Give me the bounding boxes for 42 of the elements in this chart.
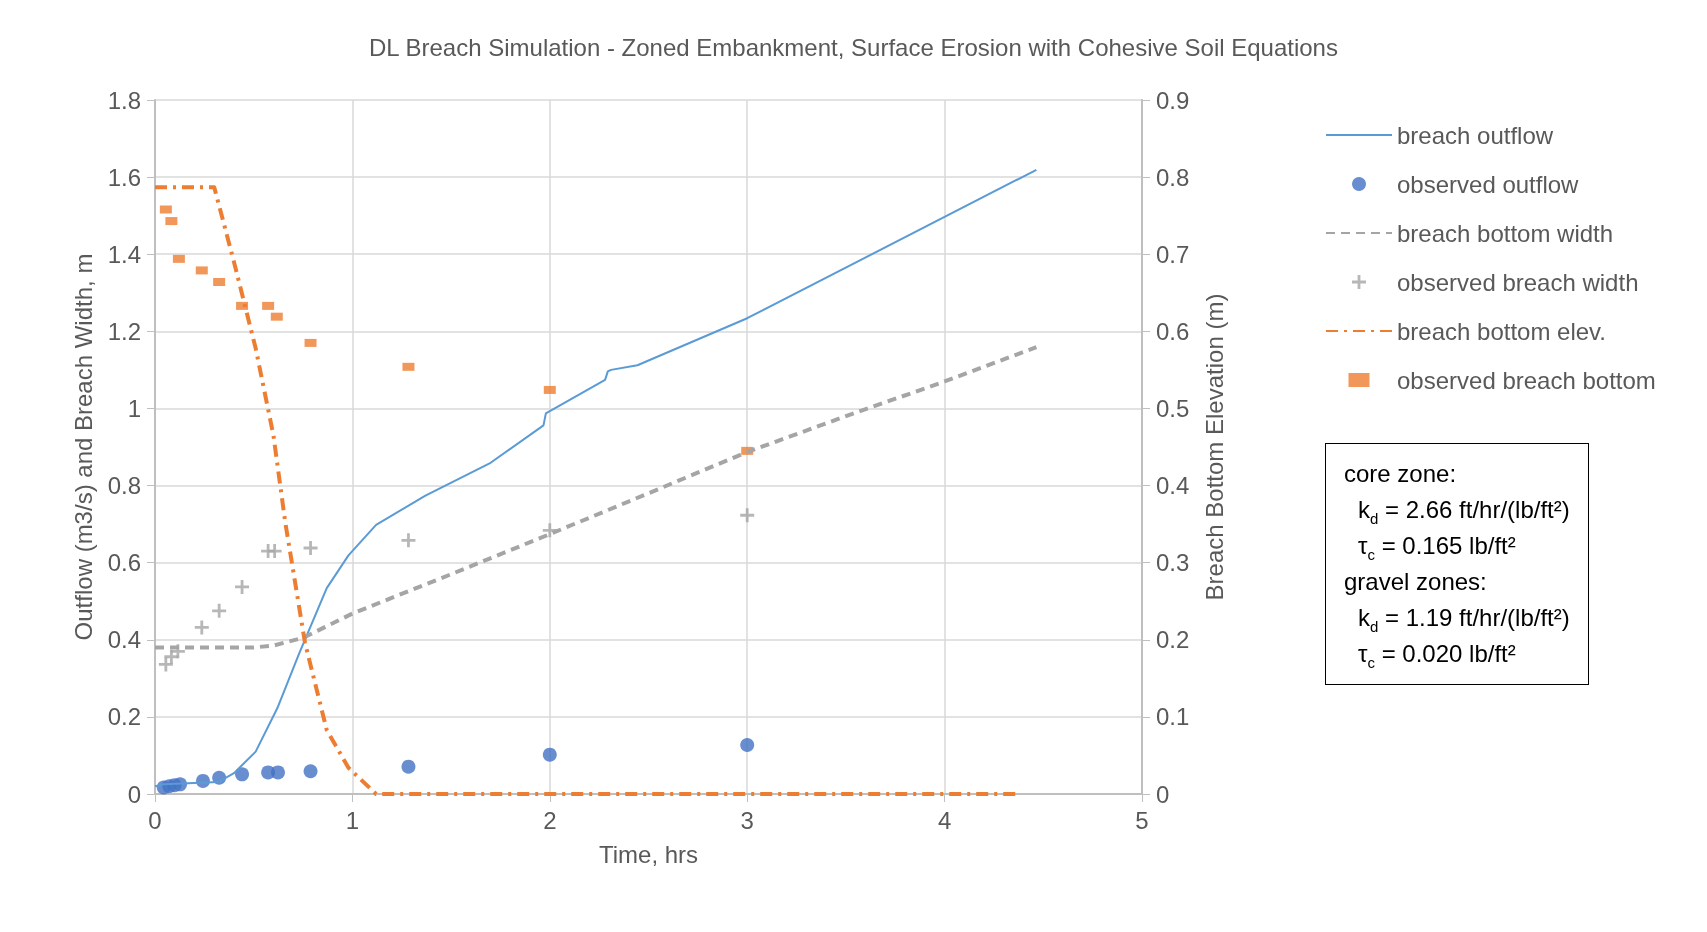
y-tick-label: 0 <box>127 780 141 808</box>
legend-label: observed breach bottom <box>1397 366 1656 394</box>
y-tick-label: 0.4 <box>107 626 141 654</box>
text: gravel zones: <box>1344 567 1488 597</box>
x-tick-label: 2 <box>543 806 557 834</box>
legend-label: breach bottom elev. <box>1397 317 1607 345</box>
x-tick-label: 1 <box>345 806 360 834</box>
y-tick-label: 1.8 <box>107 86 141 114</box>
y2-tick-label: 0.5 <box>1156 394 1190 422</box>
y2-tick-label: 0.9 <box>1156 86 1190 114</box>
y2-tick-label: 0.7 <box>1156 240 1190 268</box>
y-axis-title: Outflow (m3/s) and Breach Width, m <box>69 253 97 641</box>
y2-tick-label: 0.8 <box>1156 163 1190 191</box>
legend-label: breach bottom width <box>1397 219 1614 247</box>
text: k$_{d}$ = 2.66 ft/hr/(lb/ft²) <box>1357 495 1570 528</box>
y-tick-label: 0.2 <box>107 703 141 731</box>
x-axis-title: Time, hrs <box>598 840 699 868</box>
y2-tick-label: 0.2 <box>1156 626 1190 654</box>
y-tick-label: 0.8 <box>107 472 141 500</box>
y2-tick-label: 0.4 <box>1156 472 1190 500</box>
text: τ$_{c}$ = 0.165 lb/ft² <box>1357 531 1517 564</box>
y2-tick-label: 0.6 <box>1156 317 1190 345</box>
y2-axis-title: Breach Bottom Elevation (m) <box>1200 293 1228 601</box>
y-tick-label: 0.6 <box>107 549 141 577</box>
x-tick-label: 4 <box>937 806 952 834</box>
text: core zone: <box>1344 459 1458 489</box>
y2-tick-label: 0 <box>1156 780 1170 808</box>
chart-title: DL Breach Simulation - Zoned Embankment, Surface Erosion with Cohesive Soil Equations <box>369 33 1338 61</box>
y-tick-label: 1 <box>127 394 141 422</box>
x-tick-label: 5 <box>1135 806 1149 834</box>
x-tick-label: 3 <box>740 806 754 834</box>
text: k$_{d}$ = 1.19 ft/hr/(lb/ft²) <box>1357 603 1570 636</box>
legend-label: breach outflow <box>1397 121 1554 149</box>
y-tick-label: 1.4 <box>107 240 141 268</box>
legend-label: observed breach width <box>1397 268 1639 296</box>
y2-tick-label: 0.3 <box>1156 549 1190 577</box>
legend-label: observed outflow <box>1397 170 1580 198</box>
y-tick-label: 1.2 <box>107 317 141 345</box>
text: τ$_{c}$ = 0.020 lb/ft² <box>1357 639 1517 672</box>
y2-tick-label: 0.1 <box>1156 703 1190 731</box>
x-tick-label: 0 <box>148 806 162 834</box>
y-tick-label: 1.6 <box>107 163 141 191</box>
